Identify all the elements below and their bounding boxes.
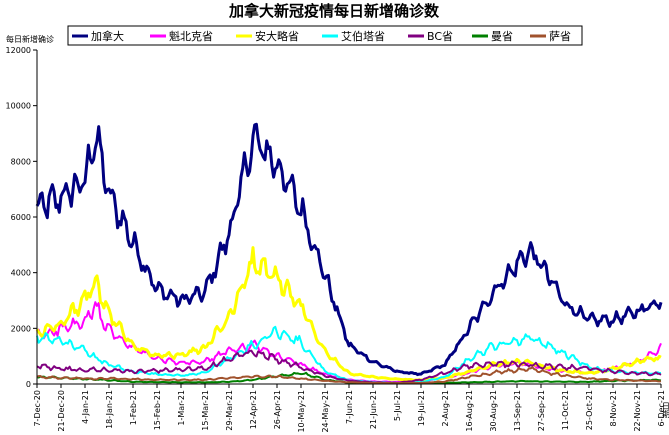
- x-tick-label: 22-Nov-21: [633, 390, 642, 432]
- x-tick-label: 16-Aug-21: [465, 390, 474, 432]
- x-tick-label: 8-Nov-21: [609, 390, 618, 426]
- y-tick-label: 8000: [11, 157, 31, 166]
- legend-label: 加拿大: [91, 29, 124, 43]
- x-tick-label: 15-Mar-21: [201, 390, 210, 431]
- x-tick-label: 24-May-21: [321, 390, 330, 433]
- x-tick-label: 25-Oct-21: [585, 390, 594, 430]
- series-line: [35, 246, 662, 382]
- x-tick-label: 21-Dec-20: [57, 390, 66, 432]
- x-tick-label: 19-Jul-21: [417, 390, 426, 426]
- series-line: [36, 349, 662, 384]
- x-tick-label: 29-Mar-21: [225, 390, 234, 431]
- y-tick-label: 10000: [6, 102, 31, 111]
- y-tick-label: 2000: [11, 324, 31, 333]
- x-tick-label: 4-Jan-21: [81, 390, 90, 424]
- series-line: [36, 366, 662, 385]
- legend: 加拿大 魁北克省 安大略省 艾伯塔省 BC省 曼省 萨省: [67, 25, 583, 46]
- y-tick-label: 0: [26, 380, 31, 389]
- x-axis-label: 日期: [662, 402, 669, 419]
- x-tick-label: 11-Oct-21: [561, 390, 570, 430]
- legend-label: 安大略省: [255, 29, 299, 43]
- x-tick-label: 15-Feb-21: [153, 390, 162, 430]
- y-tick-label: 12000: [6, 46, 31, 55]
- x-tick-label: 1-Mar-21: [177, 390, 186, 426]
- x-tick-label: 2-Aug-21: [441, 390, 450, 427]
- x-tick-label: 30-Aug-21: [489, 390, 498, 432]
- legend-label: 艾伯塔省: [341, 29, 385, 43]
- x-tick-label: 13-Sep-21: [513, 390, 522, 431]
- x-tick-label: 7-Dec-20: [33, 390, 42, 427]
- y-tick-label: 4000: [11, 269, 31, 278]
- x-tick-label: 12-Apr-21: [249, 390, 258, 429]
- x-tick-label: 7-Jun-21: [345, 390, 354, 424]
- y-tick-label: 6000: [11, 213, 31, 222]
- x-tick-label: 1-Feb-21: [129, 390, 138, 425]
- plot-area: 0 2000 4000 6000 8000 10000 12000 7-Dec-20 21-De…: [6, 46, 666, 433]
- x-tick-label: 5-Jul-21: [393, 390, 402, 421]
- x-tick-label: 6-Dec-21: [657, 390, 666, 427]
- x-tick-label: 18-Jan-21: [105, 390, 114, 429]
- x-tick-label: 27-Sep-21: [537, 390, 546, 431]
- legend-label: 萨省: [549, 30, 571, 43]
- legend-label: 魁北克省: [169, 29, 213, 43]
- y-axis-label: 每日新增确诊: [6, 34, 54, 44]
- x-tick-label: 26-Apr-21: [273, 390, 282, 429]
- series-line: [35, 122, 663, 377]
- legend-label: BC省: [427, 30, 453, 43]
- chart-title: 加拿大新冠疫情每日新增确诊数: [228, 2, 440, 20]
- x-tick-label: 21-Jun-21: [369, 390, 378, 429]
- legend-label: 曼省: [491, 30, 513, 43]
- x-tick-label: 10-May-21: [297, 390, 306, 433]
